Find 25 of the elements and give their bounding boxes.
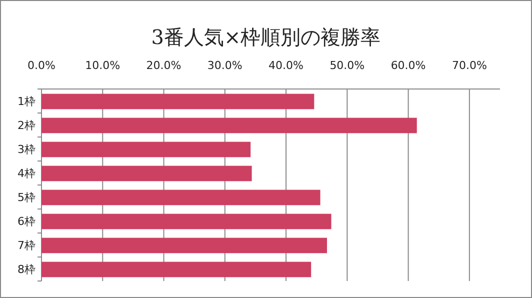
- bar: [42, 142, 251, 158]
- bar: [42, 118, 417, 134]
- y-tick-label: 3枠: [18, 143, 36, 156]
- x-tick-label: 0.0%: [28, 59, 56, 72]
- bar: [42, 238, 327, 254]
- y-tick-label: 4枠: [18, 167, 36, 180]
- x-tick-label: 20.0%: [146, 59, 182, 72]
- y-tick-label: 5枠: [18, 191, 36, 204]
- x-tick-label: 40.0%: [268, 59, 304, 72]
- y-tick-label: 1枠: [18, 95, 36, 108]
- chart-title: 3番人気×枠順別の複勝率: [151, 25, 381, 49]
- x-tick-label: 30.0%: [207, 59, 242, 72]
- x-tick-label: 10.0%: [85, 59, 120, 72]
- y-tick-label: 2枠: [18, 119, 36, 132]
- x-tick-label: 70.0%: [452, 59, 487, 72]
- bar: [42, 94, 314, 110]
- y-tick-label: 8枠: [18, 263, 36, 276]
- x-tick-label: 50.0%: [330, 59, 365, 72]
- bar: [42, 190, 320, 206]
- bar: [42, 262, 312, 278]
- y-tick-label: 6枠: [18, 215, 36, 228]
- bar: [42, 214, 332, 230]
- y-tick-label: 7枠: [18, 239, 36, 252]
- bar: [42, 166, 252, 182]
- x-tick-label: 60.0%: [390, 59, 426, 72]
